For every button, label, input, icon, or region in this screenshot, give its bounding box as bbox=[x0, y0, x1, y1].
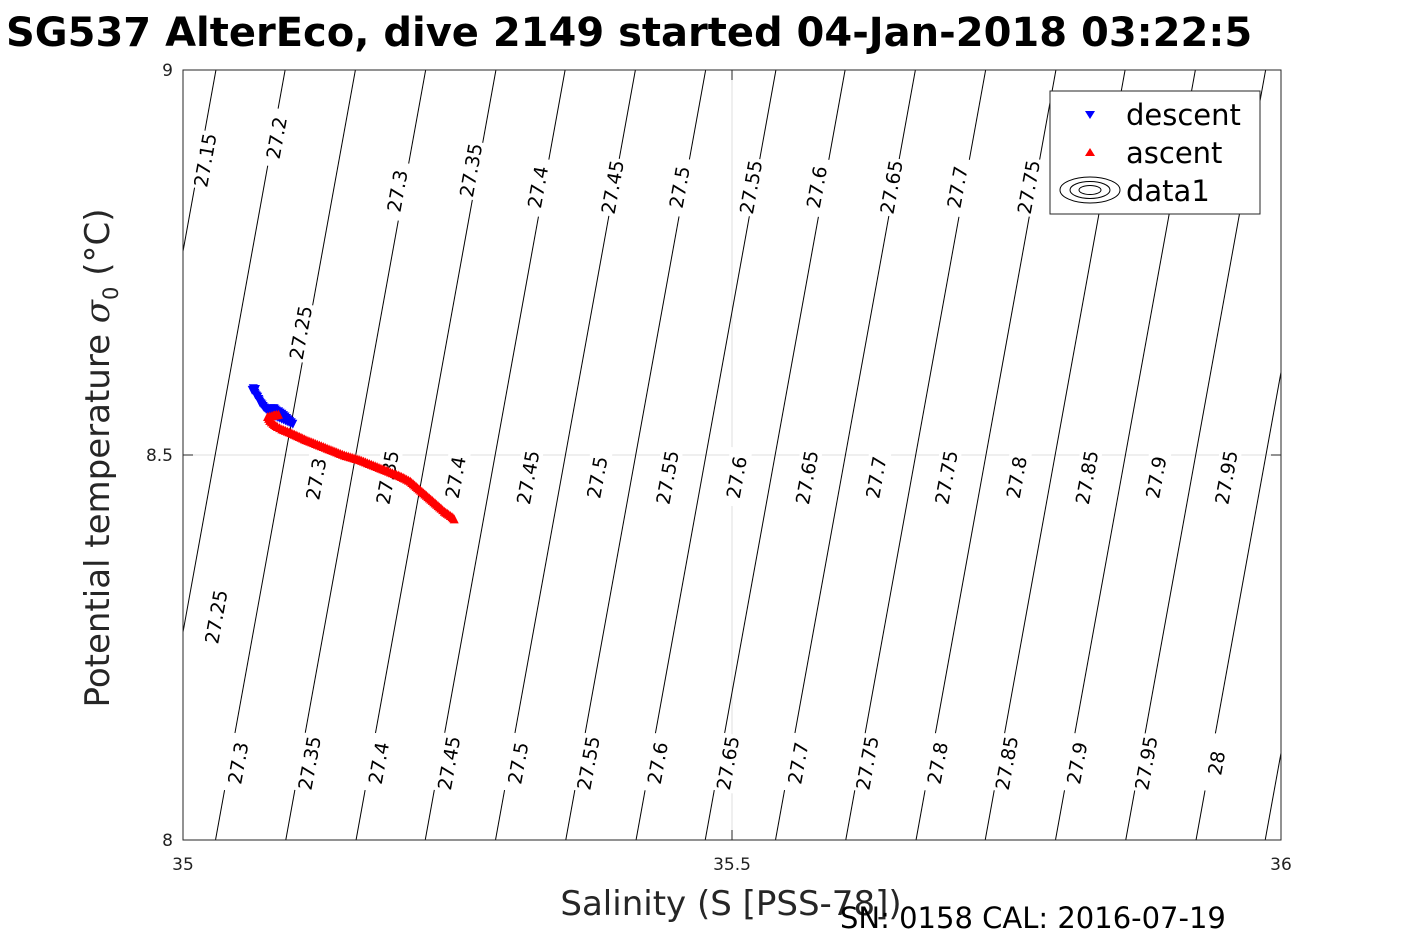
contour-label-bg bbox=[1210, 446, 1243, 508]
y-axis-label: Potential temperature σ0 (°C) bbox=[78, 209, 123, 708]
contour-label-bg bbox=[921, 732, 954, 794]
contour-label-bg bbox=[851, 732, 884, 794]
contour-label-bg bbox=[521, 156, 554, 218]
data-points bbox=[247, 384, 459, 524]
contour-label-bg bbox=[299, 448, 332, 510]
contour-label-bg bbox=[990, 732, 1023, 794]
contour-label-group: 28 bbox=[1200, 732, 1233, 794]
contour-label-bg bbox=[284, 302, 317, 364]
contour-line-27.95 bbox=[1195, 369, 1281, 840]
contour-label-group: 27.15 bbox=[188, 129, 222, 191]
contour-label-bg bbox=[371, 446, 404, 508]
y-axis-label-sub: 0 bbox=[99, 287, 123, 300]
contour-label-bg bbox=[641, 732, 674, 794]
contour-label-bg bbox=[580, 446, 613, 508]
contour-line-27.25 bbox=[215, 70, 356, 840]
y-axis-ticks: 88.59 bbox=[146, 61, 1281, 851]
contour-label-group: 27.4 bbox=[521, 156, 554, 218]
x-axis-ticks: 35 35.5 36 bbox=[172, 70, 1292, 875]
legend: descent ascent data1 bbox=[1049, 90, 1261, 215]
contour-label-bg bbox=[930, 446, 963, 508]
contour-label-bg bbox=[1129, 732, 1162, 794]
contour-label-bg bbox=[188, 129, 221, 191]
contour-label-bg bbox=[293, 732, 326, 794]
legend-data1-marker bbox=[1059, 176, 1121, 204]
contour-label-bg bbox=[1000, 446, 1033, 508]
x-tick-label: 36 bbox=[1270, 855, 1292, 875]
legend-ascent-marker bbox=[1085, 148, 1095, 156]
contour-label-bg bbox=[711, 732, 744, 794]
contour-label-bg bbox=[800, 156, 833, 218]
contour-label-bg bbox=[260, 107, 293, 169]
contour-label-bg bbox=[720, 446, 753, 508]
contour-label-bg bbox=[1060, 732, 1093, 794]
contour-label-bg bbox=[651, 446, 684, 508]
contour-line-27.15 bbox=[183, 70, 217, 255]
contour-label-bg bbox=[432, 732, 465, 794]
x-axis-label: Salinity (S [PSS-78]) bbox=[560, 884, 901, 924]
contour-label-bg bbox=[454, 139, 487, 201]
contour-label: 28 bbox=[1204, 749, 1230, 777]
legend-descent-marker bbox=[1085, 111, 1095, 119]
contour-label-bg bbox=[362, 732, 395, 794]
footer-sn-cal: SN: 0158 CAL: 2016-07-19 bbox=[840, 901, 1226, 935]
y-tick-label: 9 bbox=[162, 61, 173, 81]
contour-label-bg bbox=[663, 156, 696, 218]
contour-label-bg bbox=[781, 732, 814, 794]
y-tick-label: 8.5 bbox=[146, 446, 173, 466]
contour-label-bg bbox=[734, 156, 767, 218]
contour-label-bg bbox=[941, 156, 974, 218]
legend-box bbox=[1049, 90, 1261, 215]
contour-label-bg bbox=[199, 586, 232, 648]
contour-label-group: 27.6 bbox=[720, 446, 753, 508]
y-axis-label-main: Potential temperature bbox=[78, 323, 118, 707]
contour-label-bg bbox=[439, 446, 472, 508]
contour-label-bg bbox=[1139, 446, 1172, 508]
contour-label-bg bbox=[1200, 732, 1233, 794]
contour-label-bg bbox=[1012, 156, 1045, 218]
chart-title: SG537 AlterEco, dive 2149 started 04-Jan… bbox=[6, 10, 1252, 56]
legend-descent-label: descent bbox=[1126, 98, 1241, 132]
legend-ascent-label: ascent bbox=[1126, 136, 1222, 170]
contour-label-group: 27.85 bbox=[990, 732, 1023, 794]
contour-label-bg bbox=[511, 446, 544, 508]
y-axis-label-unit: (°C) bbox=[78, 209, 118, 287]
contour-label-bg bbox=[381, 160, 414, 222]
contour-line-27.2 bbox=[183, 70, 286, 635]
contour-label-bg bbox=[1070, 446, 1103, 508]
ascent-point bbox=[449, 514, 459, 524]
x-tick-label: 35.5 bbox=[713, 855, 751, 875]
contour-label-bg bbox=[501, 732, 534, 794]
contour-label-bg bbox=[221, 732, 254, 794]
legend-data1-label: data1 bbox=[1126, 174, 1210, 208]
x-tick-label: 35 bbox=[172, 855, 194, 875]
y-tick-label: 8 bbox=[162, 831, 173, 851]
contour-label-bg bbox=[572, 732, 605, 794]
contour-label-bg bbox=[875, 156, 908, 218]
contour-label-bg bbox=[596, 156, 629, 218]
y-axis-label-sigma: σ bbox=[78, 299, 118, 323]
contour-label-bg bbox=[859, 446, 892, 508]
contour-label-bg bbox=[790, 446, 823, 508]
